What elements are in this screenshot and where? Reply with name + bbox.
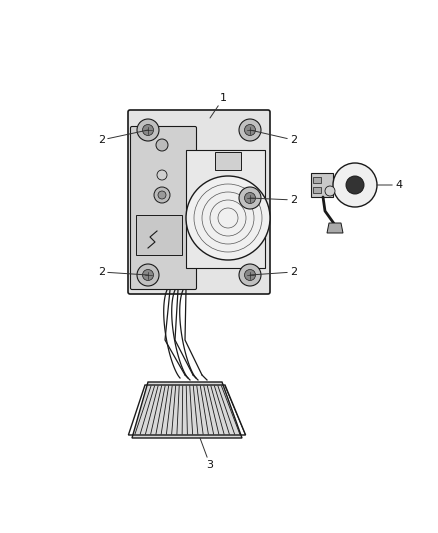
Text: 2: 2 <box>98 130 148 145</box>
FancyBboxPatch shape <box>136 215 182 255</box>
Circle shape <box>186 176 270 260</box>
Circle shape <box>154 187 170 203</box>
Text: 4: 4 <box>377 180 402 190</box>
Circle shape <box>244 270 255 280</box>
Text: 2: 2 <box>250 130 297 145</box>
FancyBboxPatch shape <box>311 173 333 197</box>
FancyBboxPatch shape <box>186 150 265 268</box>
Circle shape <box>239 119 261 141</box>
Circle shape <box>239 187 261 209</box>
Circle shape <box>239 264 261 286</box>
Text: 3: 3 <box>200 438 213 470</box>
Circle shape <box>142 270 153 280</box>
FancyBboxPatch shape <box>313 177 321 183</box>
Circle shape <box>137 119 159 141</box>
Circle shape <box>244 192 255 204</box>
Polygon shape <box>132 382 242 438</box>
Text: 1: 1 <box>210 93 227 118</box>
Circle shape <box>137 264 159 286</box>
Text: 2: 2 <box>250 195 297 205</box>
Circle shape <box>142 125 153 135</box>
Circle shape <box>156 139 168 151</box>
FancyBboxPatch shape <box>131 126 197 289</box>
Circle shape <box>346 176 364 194</box>
FancyBboxPatch shape <box>313 187 321 193</box>
Circle shape <box>244 125 255 135</box>
Polygon shape <box>327 223 343 233</box>
Circle shape <box>158 191 166 199</box>
Circle shape <box>325 186 335 196</box>
Circle shape <box>333 163 377 207</box>
FancyBboxPatch shape <box>215 152 241 170</box>
FancyBboxPatch shape <box>128 110 270 294</box>
Text: 2: 2 <box>250 267 297 277</box>
Text: 2: 2 <box>98 267 148 277</box>
